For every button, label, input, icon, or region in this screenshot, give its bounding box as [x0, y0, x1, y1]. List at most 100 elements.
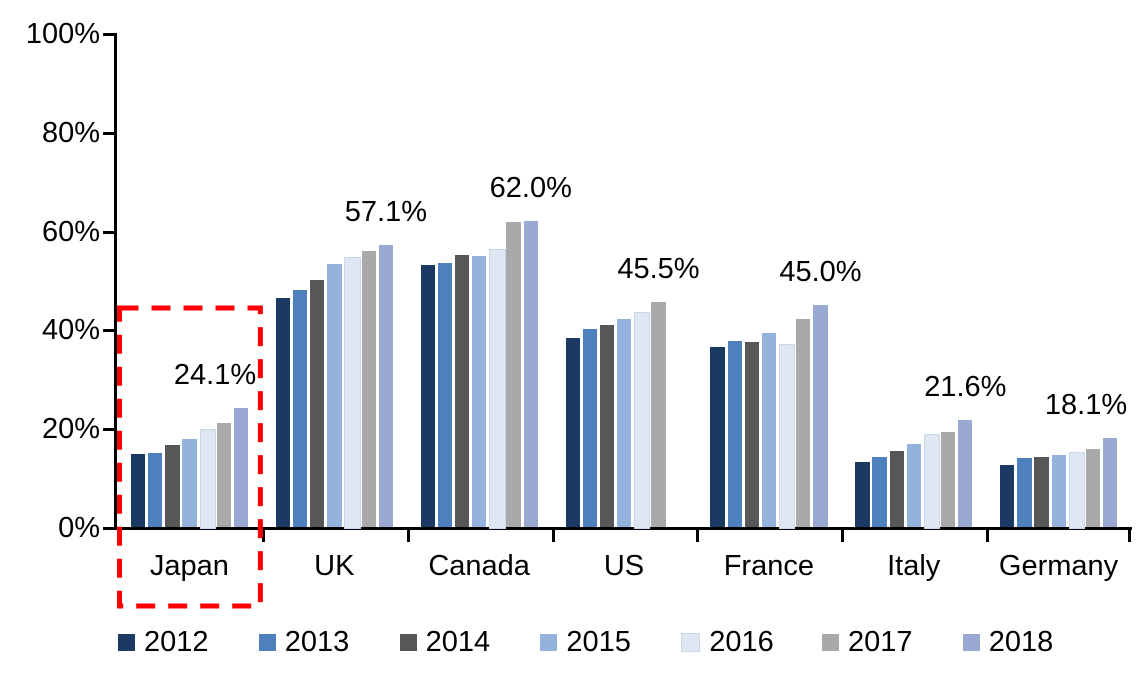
- bar: [327, 264, 342, 527]
- bar: [165, 445, 180, 527]
- bar: [651, 302, 666, 527]
- bar: [293, 290, 308, 527]
- bar: [378, 244, 394, 527]
- bar: [344, 256, 361, 529]
- x-tick: [551, 530, 555, 542]
- legend-label: 2013: [284, 626, 350, 658]
- legend-item: 2016: [681, 628, 774, 657]
- bar: [796, 318, 811, 527]
- y-tick-label: 60%: [41, 215, 100, 248]
- bar: [1034, 456, 1049, 527]
- legend-swatch-icon: [822, 634, 839, 651]
- value-label: 45.0%: [779, 255, 862, 288]
- y-tick: [103, 33, 114, 36]
- bar: [182, 439, 197, 527]
- y-tick: [103, 329, 114, 333]
- legend-swatch-icon: [540, 634, 558, 651]
- bar: [310, 280, 325, 527]
- bar: [216, 423, 232, 527]
- category-label: Germany: [998, 550, 1119, 582]
- legend-swatch-icon: [118, 634, 135, 651]
- legend-swatch-icon: [681, 633, 701, 652]
- bar: [148, 452, 163, 527]
- bar: [420, 265, 435, 527]
- value-label: 18.1%: [1044, 388, 1128, 421]
- bar: [506, 222, 521, 527]
- value-label: 21.6%: [924, 371, 1007, 404]
- x-axis-line: [114, 527, 1132, 530]
- value-label: 45.5%: [617, 253, 700, 286]
- bar: [199, 429, 216, 529]
- bar: [131, 453, 146, 527]
- y-tick: [103, 527, 114, 530]
- y-tick: [103, 131, 114, 135]
- x-tick: [986, 530, 990, 542]
- bar: [582, 329, 598, 527]
- category-label: UK: [314, 550, 355, 582]
- legend-label: 2018: [988, 626, 1054, 658]
- category-label: US: [603, 550, 645, 582]
- bar: [1068, 451, 1086, 529]
- bar: [617, 318, 632, 527]
- bar: [1000, 465, 1015, 527]
- bar: [872, 457, 887, 527]
- legend-swatch-icon: [258, 634, 276, 651]
- bar: [1017, 458, 1032, 527]
- bar: [1085, 448, 1101, 527]
- legend-label: 2014: [425, 626, 491, 658]
- bar: [1103, 437, 1118, 527]
- legend-label: 2016: [709, 626, 774, 658]
- bar: [813, 304, 828, 527]
- bar: [779, 343, 796, 529]
- y-tick: [103, 230, 114, 234]
- x-tick: [1128, 530, 1131, 542]
- bar: [472, 255, 487, 527]
- bar: [523, 220, 538, 527]
- bar: [727, 341, 742, 527]
- bar: [489, 249, 506, 529]
- legend-item: 2018: [962, 626, 1054, 658]
- bar: [455, 254, 470, 527]
- x-tick: [841, 530, 845, 542]
- value-label: 57.1%: [344, 195, 428, 228]
- legend-label: 2017: [848, 626, 913, 658]
- category-label: Japan: [149, 550, 229, 582]
- y-tick-label: 0%: [58, 512, 100, 544]
- value-label: 24.1%: [173, 358, 257, 391]
- y-tick-label: 20%: [41, 413, 100, 446]
- x-tick: [696, 530, 700, 542]
- bar: [923, 433, 941, 529]
- bar: [565, 338, 580, 527]
- bar: [761, 333, 777, 527]
- bar: [744, 341, 760, 527]
- bar: [361, 251, 376, 527]
- y-axis-line: [114, 33, 117, 530]
- legend-item: 2013: [258, 626, 350, 658]
- bar: [710, 347, 725, 527]
- y-tick-label: 40%: [41, 314, 100, 347]
- y-tick: [103, 428, 114, 432]
- x-tick: [261, 530, 265, 542]
- legend-swatch-icon: [399, 634, 417, 651]
- bar: [1051, 454, 1066, 527]
- x-tick: [117, 530, 120, 542]
- bar: [906, 444, 922, 527]
- bar: [958, 420, 973, 527]
- bar: [599, 324, 615, 527]
- x-tick: [406, 530, 410, 542]
- bar: [941, 432, 956, 527]
- legend-item: 2014: [399, 626, 491, 658]
- bar: [855, 461, 870, 527]
- legend-label: 2012: [144, 626, 209, 658]
- legend-swatch-icon: [962, 634, 980, 651]
- legend-item: 2017: [822, 628, 913, 657]
- bar: [634, 312, 651, 529]
- category-label: France: [723, 550, 814, 582]
- category-label: Italy: [887, 550, 941, 582]
- legend-label: 2015: [566, 626, 631, 658]
- legend-item: 2015: [540, 628, 631, 657]
- bar: [437, 262, 453, 527]
- legend-item: 2012: [118, 628, 209, 657]
- bar: [233, 407, 249, 527]
